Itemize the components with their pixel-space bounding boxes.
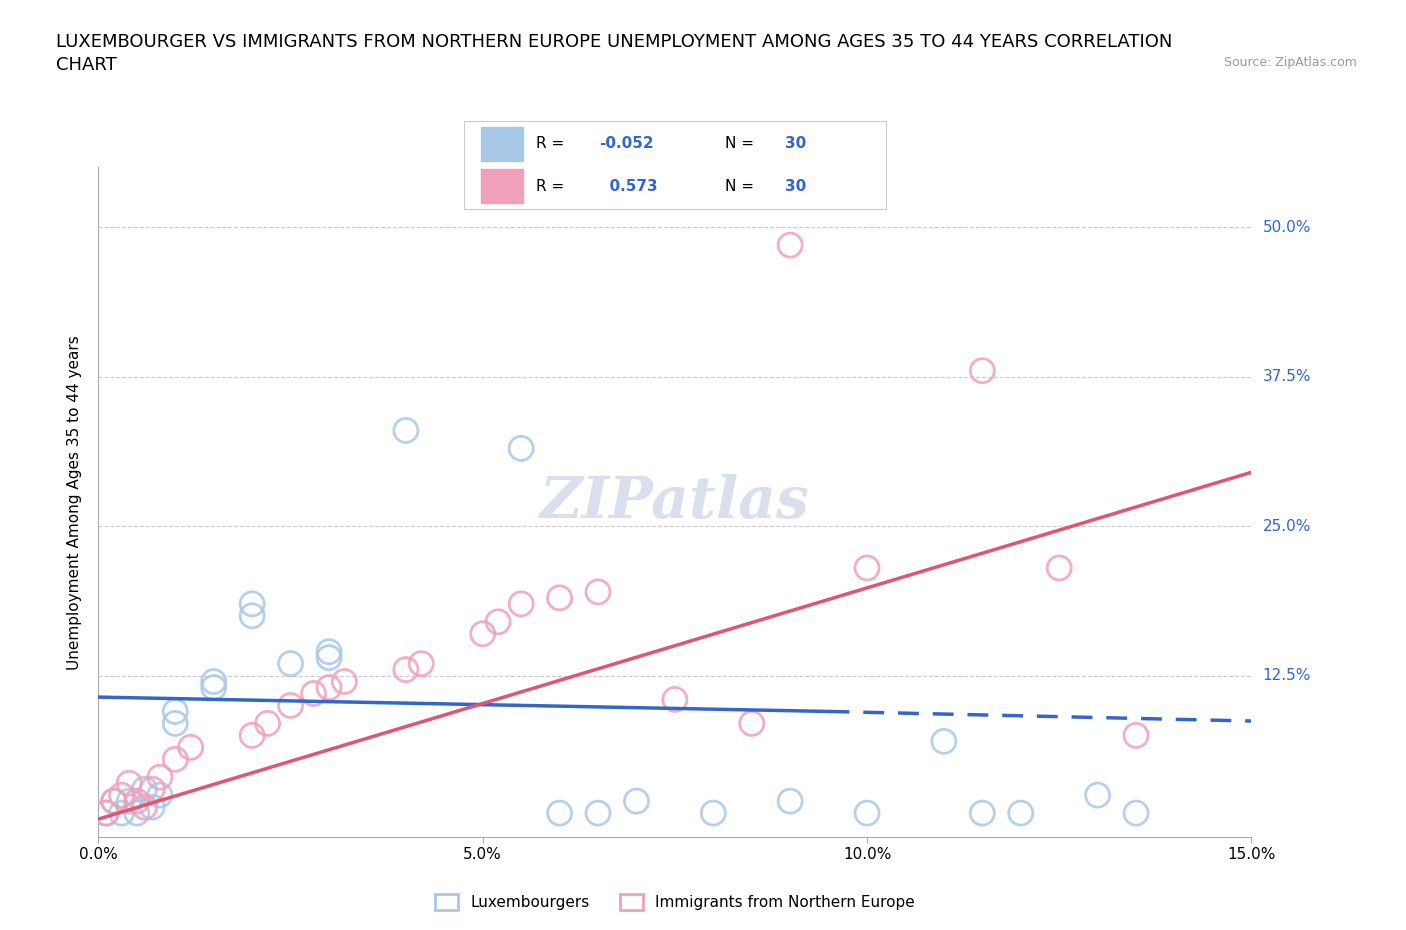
Text: 30: 30: [785, 179, 806, 193]
Point: [149, 788, 172, 803]
Point: [256, 716, 278, 731]
Point: [395, 423, 418, 438]
Point: [141, 782, 163, 797]
Text: CHART: CHART: [56, 56, 117, 73]
Text: ZIPatlas: ZIPatlas: [540, 474, 810, 530]
Point: [779, 238, 801, 253]
Text: 37.5%: 37.5%: [1263, 369, 1310, 384]
Point: [779, 793, 801, 808]
Point: [165, 716, 187, 731]
Point: [165, 751, 187, 766]
Point: [134, 782, 156, 797]
Text: LUXEMBOURGER VS IMMIGRANTS FROM NORTHERN EUROPE UNEMPLOYMENT AMONG AGES 35 TO 44: LUXEMBOURGER VS IMMIGRANTS FROM NORTHERN…: [56, 33, 1173, 50]
Point: [318, 680, 340, 695]
Point: [586, 584, 609, 599]
Point: [318, 650, 340, 665]
Point: [118, 793, 141, 808]
Point: [141, 800, 163, 815]
Point: [165, 704, 187, 719]
Point: [110, 805, 132, 820]
Point: [664, 692, 686, 707]
Point: [110, 788, 132, 803]
Text: Source: ZipAtlas.com: Source: ZipAtlas.com: [1223, 56, 1357, 69]
Point: [702, 805, 724, 820]
Point: [118, 776, 141, 790]
Point: [1087, 788, 1109, 803]
Point: [856, 561, 879, 576]
Text: R =: R =: [536, 137, 569, 152]
Point: [240, 728, 263, 743]
Point: [333, 674, 356, 689]
Point: [202, 674, 225, 689]
Point: [1047, 561, 1070, 576]
Text: -0.052: -0.052: [599, 137, 654, 152]
Point: [411, 657, 433, 671]
Point: [125, 793, 148, 808]
Point: [240, 596, 263, 611]
Point: [471, 626, 494, 641]
Text: 12.5%: 12.5%: [1263, 668, 1310, 683]
Legend: Luxembourgers, Immigrants from Northern Europe: Luxembourgers, Immigrants from Northern …: [429, 888, 921, 916]
Point: [302, 686, 325, 701]
Point: [1010, 805, 1032, 820]
Point: [202, 680, 225, 695]
Point: [972, 805, 994, 820]
Point: [94, 805, 117, 820]
Point: [149, 770, 172, 785]
Point: [180, 740, 202, 755]
Text: 30: 30: [785, 137, 806, 152]
Text: R =: R =: [536, 179, 569, 193]
Text: 0.573: 0.573: [599, 179, 658, 193]
Point: [94, 805, 117, 820]
Point: [125, 805, 148, 820]
Text: N =: N =: [725, 179, 759, 193]
Text: 50.0%: 50.0%: [1263, 219, 1310, 234]
Point: [1125, 728, 1147, 743]
Point: [318, 644, 340, 659]
Point: [486, 615, 509, 630]
Point: [240, 608, 263, 623]
Point: [134, 800, 156, 815]
Text: 25.0%: 25.0%: [1263, 519, 1310, 534]
Point: [395, 662, 418, 677]
Point: [103, 793, 125, 808]
Point: [280, 698, 302, 713]
Point: [548, 805, 571, 820]
Point: [626, 793, 648, 808]
Point: [510, 441, 533, 456]
Point: [586, 805, 609, 820]
Point: [548, 591, 571, 605]
Point: [932, 734, 955, 749]
Point: [280, 657, 302, 671]
Point: [103, 793, 125, 808]
Point: [972, 364, 994, 379]
Point: [741, 716, 763, 731]
Point: [856, 805, 879, 820]
Point: [510, 596, 533, 611]
Text: N =: N =: [725, 137, 759, 152]
Bar: [481, 127, 523, 161]
Y-axis label: Unemployment Among Ages 35 to 44 years: Unemployment Among Ages 35 to 44 years: [67, 335, 83, 670]
Point: [1125, 805, 1147, 820]
Bar: [481, 169, 523, 203]
